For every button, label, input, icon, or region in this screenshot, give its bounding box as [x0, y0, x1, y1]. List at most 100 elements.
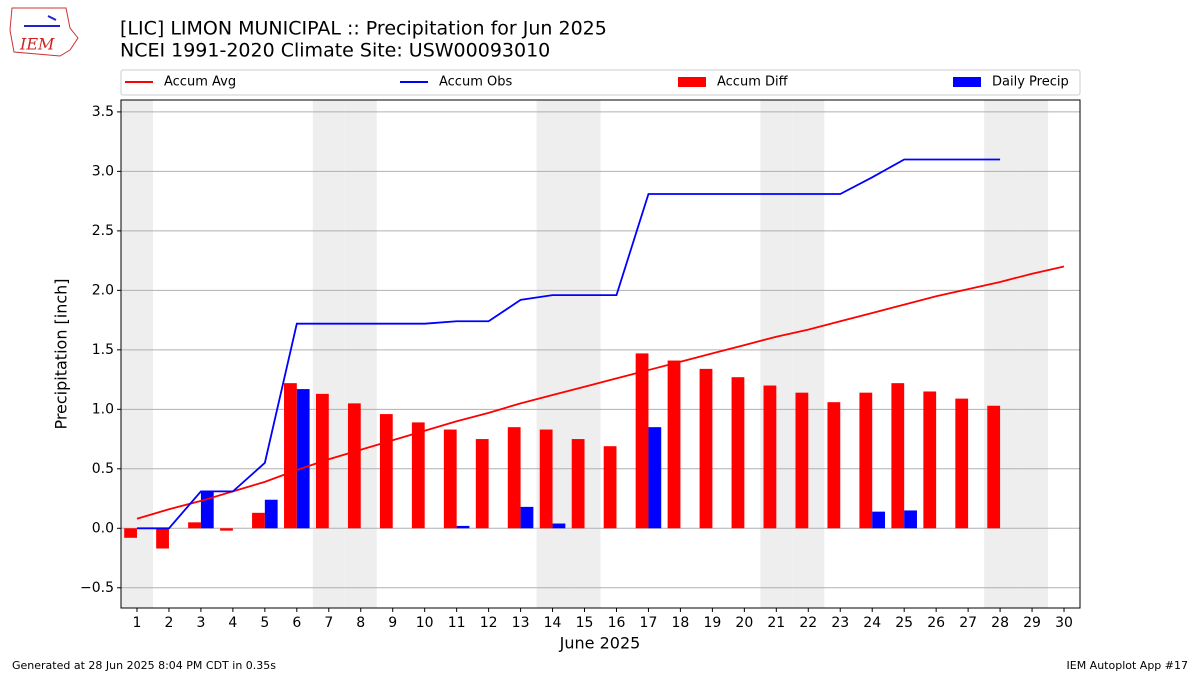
- bar: [603, 446, 617, 529]
- x-tick-label: 30: [1055, 615, 1073, 631]
- chart-title: [LIC] LIMON MUNICIPAL :: Precipitation f…: [120, 18, 607, 40]
- bar: [124, 528, 137, 538]
- x-tick-label: 11: [448, 615, 466, 631]
- bar: [635, 353, 649, 529]
- y-tick-label: 0.5: [92, 461, 114, 477]
- footer-right: IEM Autoplot App #17: [1067, 659, 1189, 672]
- x-tick-label: 25: [895, 615, 913, 631]
- bar: [456, 525, 470, 529]
- x-tick-label: 7: [324, 615, 333, 631]
- weekend-shade: [760, 100, 793, 608]
- x-tick-label: 27: [959, 615, 977, 631]
- x-tick-label: 5: [260, 615, 269, 631]
- bar: [859, 392, 873, 529]
- x-axis-label: June 2025: [559, 634, 641, 653]
- x-tick-label: 12: [480, 615, 498, 631]
- x-tick-label: 8: [356, 615, 365, 631]
- x-tick-label: 23: [831, 615, 849, 631]
- chart-subtitle: NCEI 1991-2020 Climate Site: USW00093010: [120, 40, 550, 62]
- x-tick-label: 15: [576, 615, 594, 631]
- legend-label: Accum Diff: [717, 75, 789, 90]
- y-axis-label: Precipitation [inch]: [52, 278, 71, 429]
- logo-icon: [24, 15, 60, 27]
- bar: [795, 392, 809, 529]
- x-tick-label: 17: [640, 615, 658, 631]
- legend: [120, 69, 1081, 96]
- legend-label: Accum Obs: [439, 75, 512, 90]
- footer-left: Generated at 28 Jun 2025 8:04 PM CDT in …: [12, 659, 276, 672]
- legend-label: Daily Precip: [992, 75, 1069, 90]
- weekend-shade: [312, 100, 345, 608]
- bar: [264, 499, 278, 529]
- bar: [475, 439, 489, 529]
- bar: [296, 389, 310, 529]
- x-tick-label: 2: [164, 615, 173, 631]
- y-tick-label: 3.5: [92, 104, 114, 120]
- bar: [507, 427, 521, 529]
- bar: [763, 385, 777, 529]
- logo-outline: [9, 7, 79, 57]
- bar: [347, 403, 361, 529]
- weekend-shade: [536, 100, 569, 608]
- x-tick-label: 3: [196, 615, 205, 631]
- x-tick-label: 29: [1023, 615, 1041, 631]
- bar: [667, 360, 681, 529]
- x-tick-label: 20: [735, 615, 753, 631]
- bar: [379, 414, 393, 529]
- x-tick-label: 18: [672, 615, 690, 631]
- y-tick-label: 2.0: [92, 282, 114, 298]
- bar: [411, 422, 425, 529]
- y-tick-label: 3.0: [92, 163, 114, 179]
- weekend-shade: [984, 100, 1017, 608]
- y-tick-label: 2.5: [92, 223, 114, 239]
- x-tick-label: 16: [608, 615, 626, 631]
- weekend-shade: [344, 100, 377, 608]
- logo: IEM: [9, 7, 79, 57]
- bar: [923, 391, 937, 529]
- weekend-shade: [1016, 100, 1049, 608]
- bar: [552, 523, 566, 529]
- weekend-shade: [121, 100, 153, 608]
- bar: [188, 522, 201, 529]
- bar: [156, 528, 169, 549]
- bar: [891, 383, 905, 529]
- weekend-shade: [792, 100, 825, 608]
- legend-swatch: [953, 77, 981, 87]
- bar: [252, 512, 265, 529]
- bar: [520, 506, 534, 529]
- logo-text: IEM: [19, 35, 55, 54]
- bar: [220, 528, 233, 531]
- x-tick-label: 9: [388, 615, 397, 631]
- bar: [827, 402, 841, 529]
- x-tick-label: 4: [228, 615, 237, 631]
- x-tick-label: 24: [863, 615, 881, 631]
- x-tick-label: 21: [767, 615, 785, 631]
- y-tick-label: −0.5: [80, 580, 114, 596]
- line: [136, 158, 1001, 530]
- x-tick-label: 28: [991, 615, 1009, 631]
- weekend-shade: [568, 100, 601, 608]
- bar: [955, 398, 969, 529]
- line: [136, 265, 1065, 520]
- y-tick-label: 1.0: [92, 401, 114, 417]
- x-tick-label: 6: [292, 615, 301, 631]
- bar: [872, 511, 886, 529]
- bar: [648, 427, 662, 529]
- bar: [987, 405, 1001, 529]
- legend-swatch: [678, 77, 706, 87]
- legend-label: Accum Avg: [164, 75, 236, 90]
- bar: [699, 368, 713, 529]
- x-tick-label: 14: [544, 615, 562, 631]
- bar: [571, 439, 585, 529]
- bar: [284, 383, 297, 529]
- bar: [443, 429, 457, 529]
- bar: [539, 429, 553, 529]
- y-tick-label: 1.5: [92, 342, 114, 358]
- bar: [731, 377, 745, 529]
- x-tick-label: 22: [799, 615, 817, 631]
- y-tick-label: 0.0: [92, 520, 114, 536]
- x-tick-label: 19: [703, 615, 721, 631]
- x-tick-label: 1: [133, 615, 142, 631]
- x-tick-label: 10: [416, 615, 434, 631]
